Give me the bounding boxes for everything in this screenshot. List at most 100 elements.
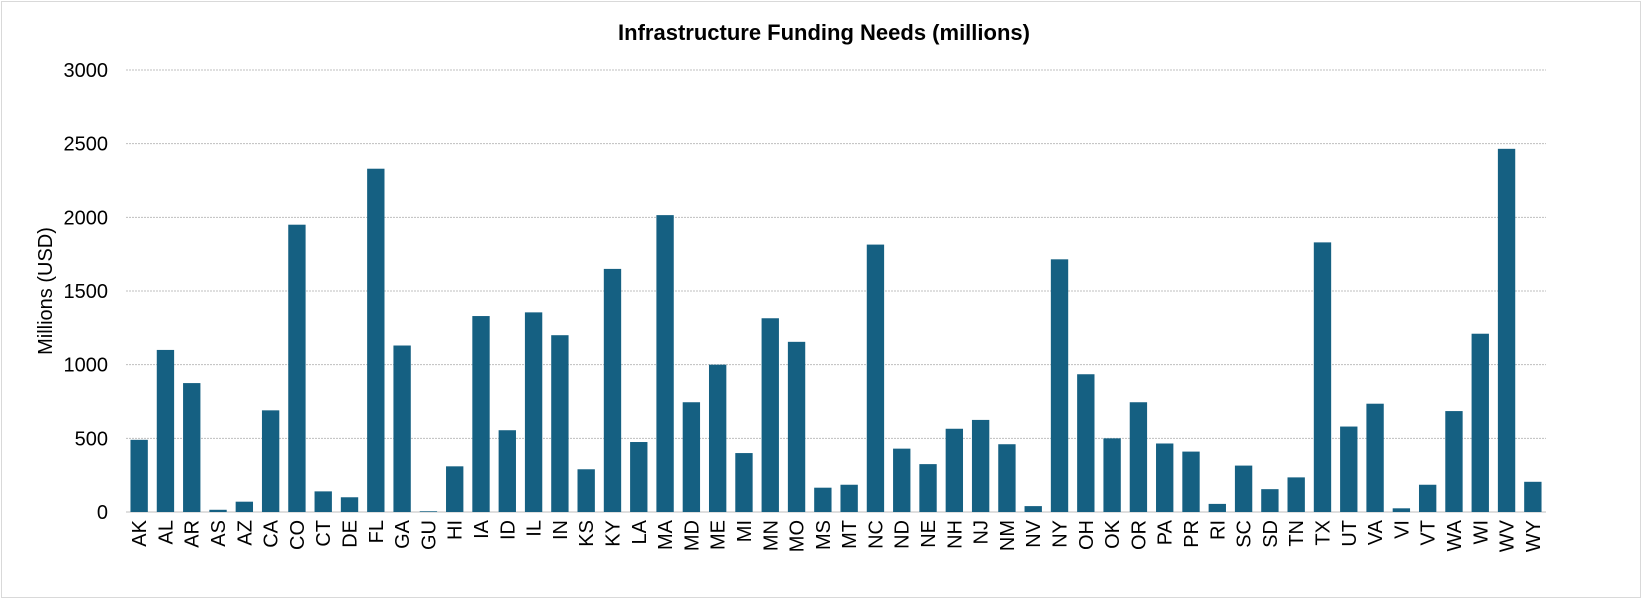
x-tick-label: DE: [340, 520, 362, 548]
x-tick-label: NV: [1023, 519, 1045, 547]
bar-nc: [866, 244, 885, 512]
x-tick-label: OH: [1076, 520, 1098, 550]
x-tick-label: PA: [1155, 519, 1177, 545]
chart-title: Infrastructure Funding Needs (millions): [618, 20, 1030, 45]
x-tick-label: KS: [576, 520, 598, 547]
bar-gu: [419, 511, 438, 512]
bar-az: [235, 501, 254, 512]
y-tick-label: 3000: [64, 60, 109, 82]
bar-ct: [314, 491, 332, 512]
x-tick-label: LA: [629, 519, 651, 544]
bar-tx: [1313, 242, 1332, 512]
x-tick-label: MA: [655, 519, 677, 550]
x-tick-label: UT: [1339, 520, 1361, 547]
bar-ne: [919, 464, 937, 512]
y-axis-label: Millions (USD): [35, 227, 57, 355]
bar-hi: [446, 466, 464, 512]
x-tick-label: OK: [1102, 519, 1124, 549]
x-tick-label: WI: [1470, 520, 1492, 544]
bar-tn: [1287, 477, 1305, 512]
x-tick-label: IL: [524, 520, 546, 537]
x-tick-label: KY: [602, 520, 624, 547]
bar-wi: [1471, 333, 1489, 512]
x-tick-label: IA: [471, 519, 493, 539]
bar-me: [708, 364, 727, 512]
bar-wa: [1445, 411, 1463, 512]
x-tick-label: NY: [1050, 520, 1072, 548]
x-tick-label: ME: [708, 520, 730, 550]
bar-sc: [1234, 465, 1253, 512]
x-tick-label: IN: [550, 520, 572, 540]
bar-ks: [577, 469, 595, 512]
bar-al: [156, 349, 175, 512]
y-axis-ticks: 0 500 1000 1500 2000 2500 3000: [64, 60, 109, 524]
bar-co: [288, 224, 306, 512]
bar-ma: [656, 215, 674, 512]
x-tick-label: AL: [155, 520, 177, 544]
x-tick-label: OR: [1128, 520, 1150, 550]
bar-ny: [1050, 259, 1069, 512]
x-tick-label: AZ: [234, 520, 256, 546]
bar-nd: [893, 448, 911, 512]
x-tick-label: WA: [1444, 519, 1466, 551]
x-tick-label: AS: [208, 520, 230, 547]
x-tick-label: SD: [1260, 520, 1282, 548]
x-tick-label: NH: [944, 520, 966, 549]
x-tick-label: RI: [1207, 520, 1229, 540]
bar-vt: [1418, 484, 1437, 512]
bar-vi: [1392, 508, 1411, 512]
x-tick-label: WV: [1497, 519, 1519, 552]
bar-nm: [998, 444, 1016, 512]
x-tick-label: AK: [129, 519, 151, 546]
x-tick-label: ND: [892, 520, 914, 549]
bar-nj: [971, 419, 990, 512]
x-tick-label: NC: [865, 520, 887, 549]
x-tick-label: NM: [997, 520, 1019, 551]
x-tick-label: GA: [392, 519, 414, 549]
bar-ia: [472, 316, 490, 512]
x-tick-label: CO: [287, 520, 309, 550]
bar-ky: [603, 268, 622, 512]
bar-la: [630, 442, 648, 512]
bar-as: [209, 509, 227, 512]
x-tick-label: MD: [681, 520, 703, 551]
x-tick-label: TX: [1312, 520, 1334, 546]
bar-de: [340, 497, 359, 512]
y-tick-label: 2500: [64, 134, 109, 156]
x-tick-label: MI: [734, 520, 756, 542]
bar-va: [1366, 403, 1384, 512]
x-tick-label: CA: [261, 519, 283, 547]
bars: [130, 148, 1542, 513]
x-tick-label: MN: [760, 520, 782, 551]
bar-or: [1129, 402, 1148, 512]
gridlines: [126, 69, 1546, 513]
bar-nv: [1024, 506, 1042, 512]
bar-sd: [1261, 489, 1279, 512]
bar-pr: [1182, 451, 1200, 512]
bar-mt: [840, 484, 858, 512]
x-tick-label: MT: [839, 520, 861, 549]
bar-ok: [1103, 438, 1121, 512]
x-tick-label: TN: [1286, 520, 1308, 547]
x-tick-label: ID: [497, 520, 519, 540]
x-tick-label: MS: [813, 520, 835, 550]
bar-mo: [787, 341, 806, 512]
x-tick-label: NJ: [971, 520, 993, 544]
y-tick-label: 0: [97, 502, 108, 524]
x-tick-label: VT: [1418, 520, 1440, 546]
x-tick-label: VI: [1391, 520, 1413, 539]
bar-wv: [1497, 148, 1516, 512]
bar-ms: [814, 487, 832, 512]
x-tick-label: SC: [1234, 520, 1256, 548]
x-tick-label: NE: [918, 520, 940, 548]
bar-oh: [1077, 374, 1095, 512]
x-tick-label: MO: [787, 520, 809, 552]
x-tick-label: CT: [313, 520, 335, 547]
bar-ar: [183, 383, 201, 512]
x-tick-label: WY: [1523, 520, 1545, 552]
bar-ut: [1340, 426, 1358, 512]
bar-ca: [261, 410, 280, 512]
bar-ri: [1208, 503, 1226, 512]
